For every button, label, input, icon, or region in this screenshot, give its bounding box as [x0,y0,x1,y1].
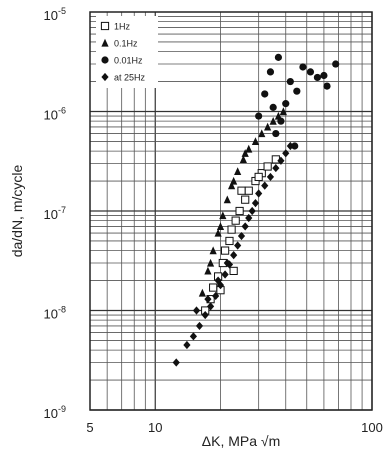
data-points [172,53,340,367]
data-point-filled-triangle [198,288,206,297]
data-point-filled-circle [269,103,277,111]
data-point-filled-diamond [286,141,294,151]
data-point-filled-circle [266,68,275,76]
data-point-filled-circle [332,60,340,68]
data-point-open-square [225,236,234,246]
data-point-filled-triangle [251,137,260,146]
data-point-filled-diamond [277,156,285,165]
legend-marker-filled-diamond [101,72,109,82]
data-point-open-square [231,216,240,225]
data-point-filled-diamond [183,340,191,350]
data-point-filled-triangle [239,155,247,164]
plot-frame [89,11,373,411]
x-tick-label: 5 [86,420,93,435]
data-point-filled-diamond [245,213,253,223]
data-point-filled-triangle [245,144,253,153]
data-point-filled-diamond [248,206,256,216]
data-point-filled-triangle [241,149,249,157]
data-point-filled-diamond [195,321,204,331]
data-point-filled-circle [286,77,294,86]
data-point-filled-diamond [272,163,280,173]
x-tick-label: 10 [148,420,162,435]
data-point-filled-triangle [209,246,217,255]
data-point-filled-triangle [234,167,242,176]
legend-label: 0.1Hz [114,39,138,49]
data-point-filled-diamond [201,310,209,320]
data-point-filled-circle [323,82,331,90]
data-point-filled-circle [306,68,315,76]
data-point-filled-circle [277,117,285,125]
data-point-open-square [271,155,280,164]
data-point-open-square [235,206,244,216]
data-point-filled-circle [313,73,322,82]
data-point-open-square [220,246,230,255]
data-point-filled-circle [299,63,307,71]
data-point-filled-diamond [206,302,215,311]
y-tick-label: 10-7 [44,205,66,222]
x-axis-label: ΔK, MPa √m [202,433,281,449]
data-point-filled-diamond [237,231,246,241]
data-point-filled-triangle [258,129,266,138]
data-point-filled-diamond [266,172,275,182]
y-tick-label: 10-5 [44,6,66,23]
data-point-filled-triangle [269,116,277,125]
data-point-filled-diamond [204,295,212,304]
data-point-filled-diamond [189,332,198,341]
data-point-filled-circle [255,112,263,120]
data-point-filled-diamond [192,306,201,315]
data-point-open-square [237,186,246,195]
data-point-open-square [227,225,236,234]
data-point-filled-circle [320,71,328,80]
data-point-filled-triangle [204,266,212,275]
data-point-filled-circle [282,100,290,108]
data-point-filled-circle [261,90,269,98]
data-point-filled-diamond [241,222,249,231]
legend-label: 1Hz [114,22,131,32]
legend-marker-open-square [100,21,110,31]
data-point-filled-triangle [219,211,227,220]
data-point-open-square [254,172,263,182]
data-point-filled-diamond [261,181,269,190]
data-point-filled-diamond [282,149,290,158]
data-point-filled-triangle [223,195,231,204]
legend-label: 0.01Hz [114,56,143,66]
data-point-filled-circle [272,129,280,138]
data-point-filled-triangle [206,258,215,267]
legend-label: at 25Hz [114,73,146,83]
data-point-open-square [244,186,253,195]
data-point-filled-diamond [255,189,263,198]
legend: 1Hz 0.1Hz 0.01Hz at 25Hz [96,16,158,88]
data-point-filled-triangle [227,181,236,190]
legend-marker-filled-triangle [101,38,109,47]
data-point-filled-diamond [221,270,229,279]
data-point-filled-circle [274,53,283,61]
data-point-filled-triangle [214,228,222,237]
data-point-filled-diamond [251,199,260,208]
y-axis-label: da/dN, m/cycle [9,164,25,257]
axes: 5 10 100 10-9 10-8 10-7 10-6 10-5 [44,6,383,435]
data-point-filled-diamond [234,241,242,250]
y-tick-label: 10-9 [44,404,66,421]
data-point-filled-triangle [230,176,238,185]
data-point-filled-circle [293,87,301,95]
data-point-filled-triangle [216,222,225,231]
y-tick-label: 10-8 [44,305,66,322]
data-point-filled-triangle [279,107,287,116]
data-point-filled-diamond [223,258,231,268]
data-point-filled-diamond [230,251,238,260]
y-tick-label: 10-6 [44,106,66,123]
data-point-open-square [241,195,250,204]
data-point-open-square [229,266,238,276]
legend-marker-filled-circle [101,56,109,64]
data-point-filled-diamond [172,358,180,367]
data-point-filled-triangle [264,122,272,131]
data-point-open-square [209,283,218,292]
data-point-filled-diamond [214,276,222,285]
data-point-filled-circle [291,142,299,150]
x-tick-label: 100 [361,420,383,435]
data-point-filled-diamond [212,291,220,301]
data-point-open-square [263,162,272,171]
